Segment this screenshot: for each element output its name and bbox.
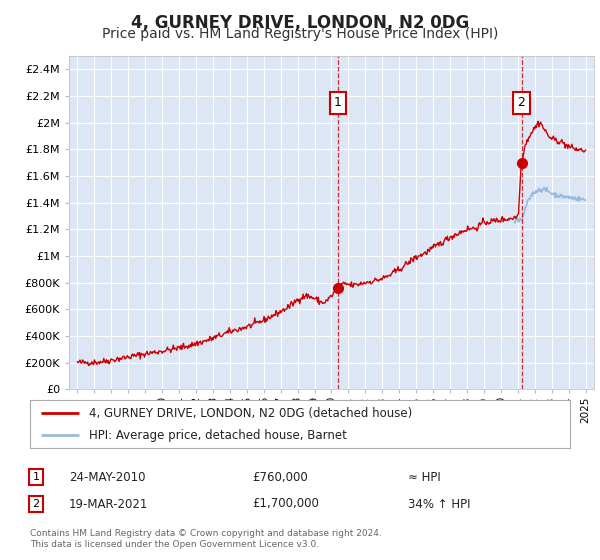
Text: Price paid vs. HM Land Registry's House Price Index (HPI): Price paid vs. HM Land Registry's House …	[102, 27, 498, 41]
Text: Contains HM Land Registry data © Crown copyright and database right 2024.
This d: Contains HM Land Registry data © Crown c…	[30, 529, 382, 549]
Text: 2: 2	[32, 499, 40, 509]
Text: 1: 1	[32, 472, 40, 482]
Text: 34% ↑ HPI: 34% ↑ HPI	[408, 497, 470, 511]
Text: 1: 1	[334, 96, 342, 109]
Text: 24-MAY-2010: 24-MAY-2010	[69, 470, 146, 484]
Text: 2: 2	[518, 96, 526, 109]
Text: £760,000: £760,000	[252, 470, 308, 484]
Text: 4, GURNEY DRIVE, LONDON, N2 0DG: 4, GURNEY DRIVE, LONDON, N2 0DG	[131, 14, 469, 32]
Text: HPI: Average price, detached house, Barnet: HPI: Average price, detached house, Barn…	[89, 428, 347, 442]
Text: £1,700,000: £1,700,000	[252, 497, 319, 511]
Text: 19-MAR-2021: 19-MAR-2021	[69, 497, 148, 511]
Text: ≈ HPI: ≈ HPI	[408, 470, 441, 484]
Text: 4, GURNEY DRIVE, LONDON, N2 0DG (detached house): 4, GURNEY DRIVE, LONDON, N2 0DG (detache…	[89, 407, 413, 420]
